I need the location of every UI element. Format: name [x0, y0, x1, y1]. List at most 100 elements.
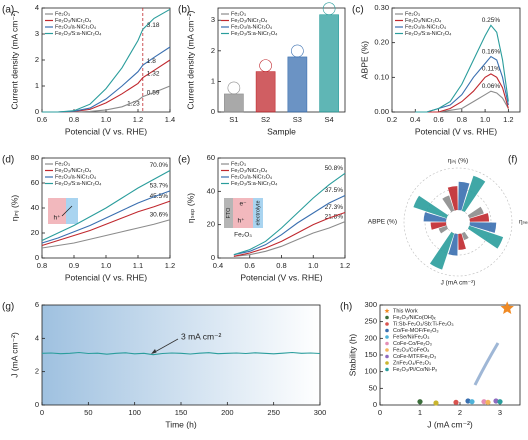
x-tick-label: S3 — [293, 115, 302, 124]
trend-arrow — [473, 342, 500, 386]
x-tick-label: 1.2 — [340, 261, 350, 270]
legend-marker — [385, 315, 389, 320]
legend-label: Fe₂O₃/NiCo(OH)ₓ — [393, 315, 436, 321]
point — [500, 301, 514, 314]
legend-label: Fe₂O₃/NiCr₂O₄ — [231, 168, 268, 174]
x-tick-label: 0.8 — [37, 261, 47, 270]
legend-label: Fe₂O₃/S:a-NiCr₂O₄ — [231, 31, 278, 37]
radar-bar — [469, 213, 490, 222]
x-axis-label: Sample — [267, 126, 296, 136]
series-line — [233, 172, 346, 256]
radar-bar — [442, 195, 455, 213]
point — [433, 400, 439, 406]
radar-bar — [458, 233, 466, 250]
x-tick-label: 0.4 — [213, 261, 223, 270]
legend-marker — [385, 354, 389, 359]
y-tick-label: 300 — [364, 300, 377, 309]
legend-label: Fe₂O₃ — [405, 11, 420, 17]
value-label: 30.6% — [150, 211, 169, 218]
legend-label: Fe₂O₃/NiCr₂O₄ — [231, 18, 268, 24]
y-axis-label: Stability (h) — [347, 334, 357, 377]
x-tick-label: 200 — [221, 408, 234, 417]
legend-label: Fe₂O₃/Pi/Co/Ni-Pₓ — [393, 367, 437, 373]
y-tick-label: 0 — [211, 253, 215, 262]
x-tick-label: 0.8 — [276, 261, 286, 270]
x-tick-label: 0.8 — [457, 115, 467, 124]
point — [465, 398, 471, 404]
x-tick-label: S2 — [261, 115, 270, 124]
radar-ring — [424, 188, 492, 256]
series-line — [233, 221, 346, 257]
legend-label: Fe₂O₃/S:a-NiCr₂O₄ — [55, 181, 102, 187]
inset-label: h⁺ — [53, 215, 61, 222]
point — [417, 399, 423, 405]
x-axis-label: J (mA cm⁻²) — [427, 419, 473, 429]
bar — [255, 71, 276, 113]
x-tick-label: 0.6 — [37, 115, 47, 124]
legend-marker — [385, 328, 389, 333]
legend-label: Fe₂O₃/NiCr₂O₄ — [55, 168, 92, 174]
radar-bar — [461, 231, 469, 241]
x-axis-label: Potencial (V vs. RHE) — [65, 272, 147, 282]
value-label: 53.7% — [150, 183, 169, 190]
x-tick-label: 0 — [40, 408, 44, 417]
point — [493, 398, 499, 404]
y-tick-label: 4 — [35, 333, 39, 342]
panel-label: (c) — [352, 5, 364, 16]
y-axis-label: ηᵢₙⱼ (%) — [9, 195, 19, 222]
value-label: 0.25% — [482, 17, 501, 24]
y-tick-label: 40 — [31, 203, 39, 212]
point — [481, 399, 487, 405]
legend-label: Co/Fe-MOF/Fe₂O₃ — [393, 328, 439, 334]
x-tick-label: 1.2 — [133, 115, 143, 124]
bar — [224, 93, 244, 113]
inset-label: electrolyte — [255, 200, 261, 225]
legend-label: Fe₂O₃ — [231, 161, 246, 167]
legend-label: Fe₂O₃/a-NiCr₂O₄ — [55, 174, 97, 180]
inset-layer — [253, 198, 263, 228]
legend-label: Fe₂O₃/a-NiCr₂O₄ — [55, 24, 97, 30]
y-tick-label: 80 — [31, 153, 39, 162]
y-axis-label: J (mA cm⁻²) — [9, 332, 19, 378]
legend-label: Fe₂O₃/CoFeOₓ — [393, 347, 429, 353]
value-label: 1.32 — [147, 70, 160, 77]
y-tick-label: 0 — [35, 253, 39, 262]
x-axis-label: Potencial (V vs. RHE) — [65, 126, 147, 136]
x-tick-label: 0.6 — [245, 261, 255, 270]
inset-layer — [233, 198, 253, 228]
x-tick-label: 1.2 — [165, 261, 175, 270]
legend-label: Fe₂O₃/S:a-NiCr₂O₄ — [55, 31, 102, 37]
series-line — [41, 219, 171, 249]
legend-marker — [384, 308, 390, 314]
x-tick-label: 1.1 — [133, 261, 143, 270]
x-axis-label: Time (h) — [165, 419, 196, 429]
series-line — [42, 8, 171, 113]
x-tick-label: 0.9 — [69, 261, 79, 270]
radar-axis-label: ABPE (%) — [368, 219, 397, 226]
x-tick-label: 1.0 — [101, 115, 111, 124]
series-line — [42, 46, 171, 113]
radar-ring — [445, 209, 471, 235]
x-tick-label: 0.6 — [433, 115, 443, 124]
x-tick-label: S1 — [229, 115, 238, 124]
legend-label: FeSe/Ni/Fe₂O₃ — [393, 334, 429, 340]
y-tick-label: 0.20 — [374, 38, 389, 47]
reference-label: 1.23 — [127, 101, 140, 108]
y-tick-label: 2 — [35, 55, 39, 64]
radar-bar — [467, 206, 484, 219]
y-tick-label: 250 — [364, 317, 377, 326]
value-label: 0.16% — [482, 48, 501, 55]
x-tick-label: 0.2 — [387, 115, 397, 124]
panel-label: (h) — [340, 302, 352, 313]
y-axis-label: Current density (mA cm⁻²) — [185, 10, 195, 109]
legend-label: CoFe-Co/Fe₂O₃ — [393, 341, 432, 347]
y-tick-label: 0.10 — [374, 72, 389, 81]
annotation: 3 mA cm⁻² — [181, 331, 222, 341]
panel-label: (g) — [2, 302, 14, 313]
radar-bar — [448, 233, 458, 256]
x-tick-label: 3 — [498, 408, 502, 417]
radar-bar — [423, 212, 447, 222]
x-tick-label: 0 — [378, 408, 382, 417]
legend-marker — [385, 367, 389, 372]
legend-label: Fe₂O₃ — [55, 161, 70, 167]
